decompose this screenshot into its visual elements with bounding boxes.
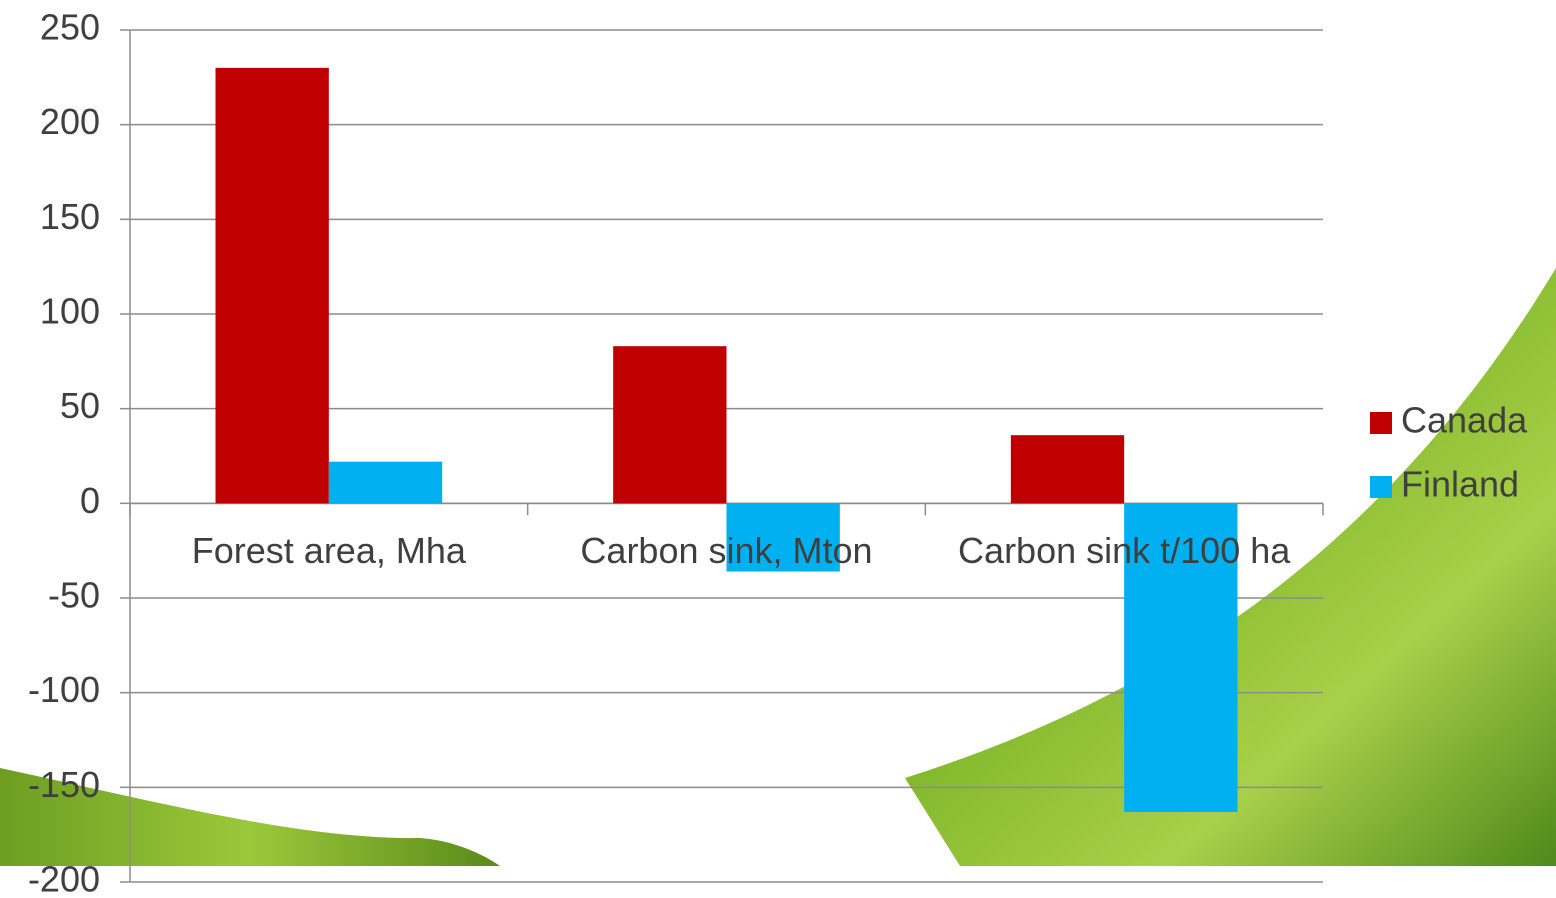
y-tick-label: 50 [60, 385, 100, 426]
y-tick-label: -100 [28, 669, 100, 710]
y-tick-label: 250 [40, 7, 100, 48]
bar [215, 67, 329, 504]
bar [1124, 503, 1238, 812]
legend-swatch [1370, 412, 1392, 434]
bar [328, 461, 443, 504]
y-tick-label: 200 [40, 101, 100, 142]
x-tick-label: Carbon sink t/100 ha [958, 530, 1291, 571]
y-tick-label: 150 [40, 196, 100, 237]
legend-swatch [1370, 476, 1392, 498]
background-decoration [0, 768, 500, 866]
legend-label: Finland [1401, 464, 1519, 505]
background-decoration [905, 268, 1556, 866]
y-tick-label: -50 [48, 575, 100, 616]
bar [1010, 435, 1125, 504]
bar [726, 503, 840, 572]
x-tick-label: Carbon sink, Mton [580, 530, 872, 571]
legend-label: Canada [1401, 400, 1528, 441]
y-tick-label: 0 [80, 480, 100, 521]
y-tick-label: 100 [40, 291, 100, 332]
y-tick-label: -200 [28, 859, 100, 898]
x-tick-label: Forest area, Mha [192, 530, 467, 571]
bar [613, 346, 727, 504]
y-tick-label: -150 [28, 764, 100, 805]
